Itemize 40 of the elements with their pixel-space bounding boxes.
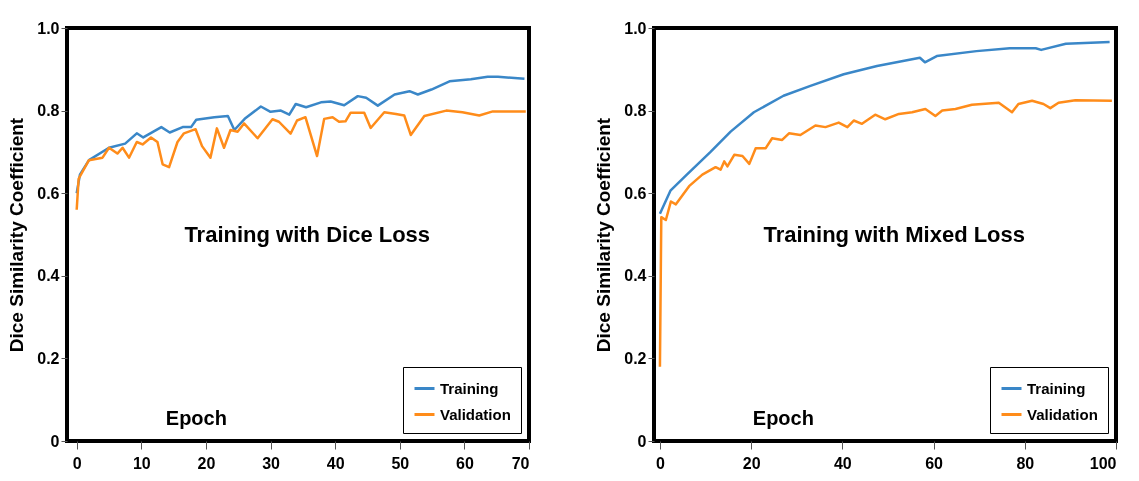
x-tick-label: 0 bbox=[72, 454, 82, 472]
line-series bbox=[658, 99, 1114, 368]
legend-label: Validation bbox=[440, 405, 511, 423]
x-tick-label: 20 bbox=[197, 454, 216, 472]
y-tick-label: 0.4 bbox=[37, 267, 60, 285]
y-tick-label: 1.0 bbox=[37, 19, 60, 37]
y-tick-label: 0.6 bbox=[37, 184, 60, 202]
y-axis-title: Dice Similarity Coefficient bbox=[593, 117, 615, 353]
text: Training with Dice Loss bbox=[184, 221, 431, 247]
y-tick-label: 0.8 bbox=[624, 102, 647, 120]
x-tick-label: 10 bbox=[132, 454, 151, 472]
x-axis-title: Epoch bbox=[752, 407, 814, 429]
y-axis-title: Dice Similarity Coefficient bbox=[6, 117, 28, 353]
x-tick-label: 40 bbox=[326, 454, 345, 472]
legend-label: Validation bbox=[1027, 405, 1098, 423]
y-tick-label: 0.2 bbox=[624, 349, 647, 367]
line-series bbox=[75, 109, 528, 211]
y-tick-label: 0.4 bbox=[624, 267, 647, 285]
y-tick-label: 0.6 bbox=[624, 184, 647, 202]
y-tick-label: 0.2 bbox=[37, 349, 60, 367]
x-tick-label: 60 bbox=[455, 454, 474, 472]
text: Training with Mixed Loss bbox=[763, 221, 1026, 247]
y-tick-label: 1.0 bbox=[624, 19, 647, 37]
x-tick-label: 60 bbox=[925, 454, 944, 472]
x-tick-label: 40 bbox=[833, 454, 852, 472]
line-series bbox=[658, 40, 1111, 216]
x-tick-label: 50 bbox=[391, 454, 410, 472]
x-tick-label: 100 bbox=[1089, 454, 1117, 472]
legend-label: Training bbox=[1027, 379, 1086, 397]
x-tick-label: 70 bbox=[511, 454, 530, 472]
y-tick-label: 0 bbox=[50, 432, 60, 450]
x-tick-label: 30 bbox=[262, 454, 281, 472]
x-tick-label: 20 bbox=[742, 454, 761, 472]
line-series bbox=[75, 75, 526, 195]
legend-label: Training bbox=[440, 379, 499, 397]
x-axis-title: Epoch bbox=[165, 407, 227, 429]
y-tick-label: 0.8 bbox=[37, 102, 60, 120]
x-tick-label: 0 bbox=[655, 454, 665, 472]
x-tick-label: 80 bbox=[1016, 454, 1035, 472]
y-tick-label: 0 bbox=[637, 432, 647, 450]
